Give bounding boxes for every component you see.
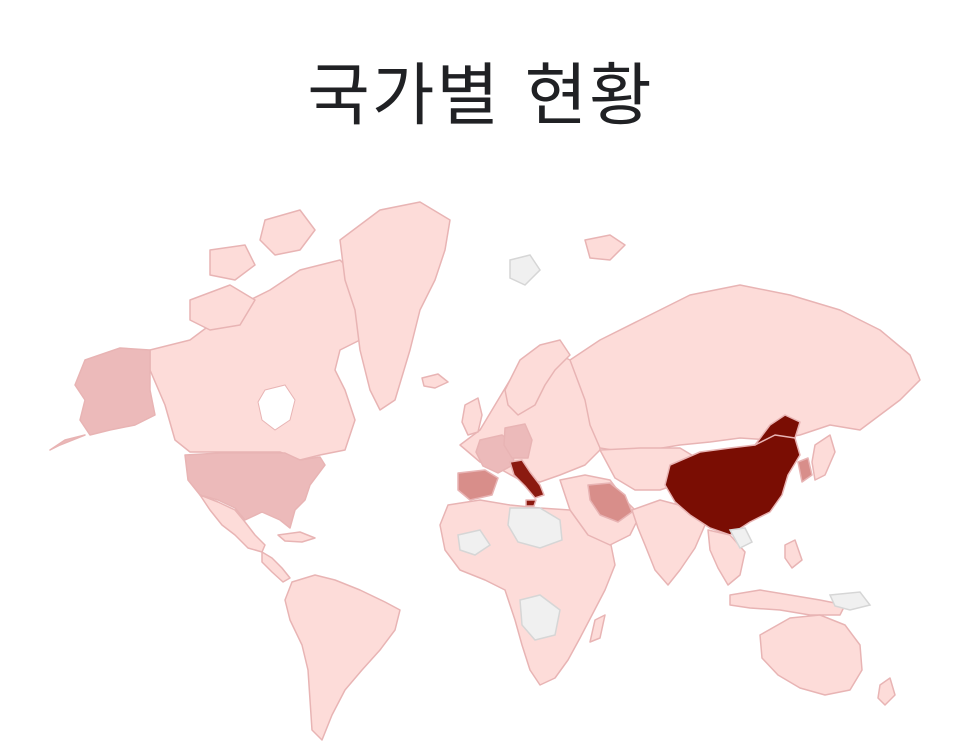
country-china-northeast[interactable] [754,414,801,446]
country-canada-arctic-3[interactable] [209,244,256,281]
country-italy[interactable] [509,459,545,499]
papua-no-data [828,591,872,611]
country-canada-arctic[interactable] [189,284,256,331]
country-united-kingdom[interactable] [461,397,483,436]
svalbard [509,254,541,286]
philippines[interactable] [784,539,803,569]
central-america[interactable] [261,551,291,583]
africa-no-data-sahara [507,507,563,549]
hudson-bay [257,384,296,431]
world-map [40,190,940,750]
southeast-asia-no-data [728,527,754,549]
page-title: 국가별 현황 [307,57,654,136]
country-spain[interactable] [457,469,499,501]
country-russia[interactable] [569,284,921,453]
country-germany[interactable] [503,423,533,459]
country-australia[interactable] [759,614,863,696]
country-canada-arctic-2[interactable] [259,209,316,256]
country-iran[interactable] [587,482,633,523]
country-italy-sicily[interactable] [525,499,537,507]
arctic-island[interactable] [584,234,626,261]
alaska-tail[interactable] [49,434,86,451]
region-alaska[interactable] [74,347,156,436]
country-japan[interactable] [811,434,836,481]
south-america[interactable] [284,574,401,741]
country-canada[interactable] [149,259,381,461]
country-madagascar[interactable] [589,614,606,643]
southeast-asia[interactable] [707,529,746,586]
africa-no-data-central [519,594,561,641]
country-china[interactable] [664,429,801,536]
indonesia[interactable] [729,589,846,616]
world-map-svg [49,201,921,741]
country-iceland[interactable] [421,373,449,389]
country-south-korea[interactable] [797,457,813,483]
scandinavia[interactable] [504,339,571,416]
caribbean[interactable] [277,531,316,543]
country-new-zealand[interactable] [877,677,896,706]
africa-no-data-west [457,529,492,556]
country-united-states[interactable] [184,452,326,529]
country-greenland[interactable] [339,201,451,411]
country-mexico[interactable] [199,494,266,553]
